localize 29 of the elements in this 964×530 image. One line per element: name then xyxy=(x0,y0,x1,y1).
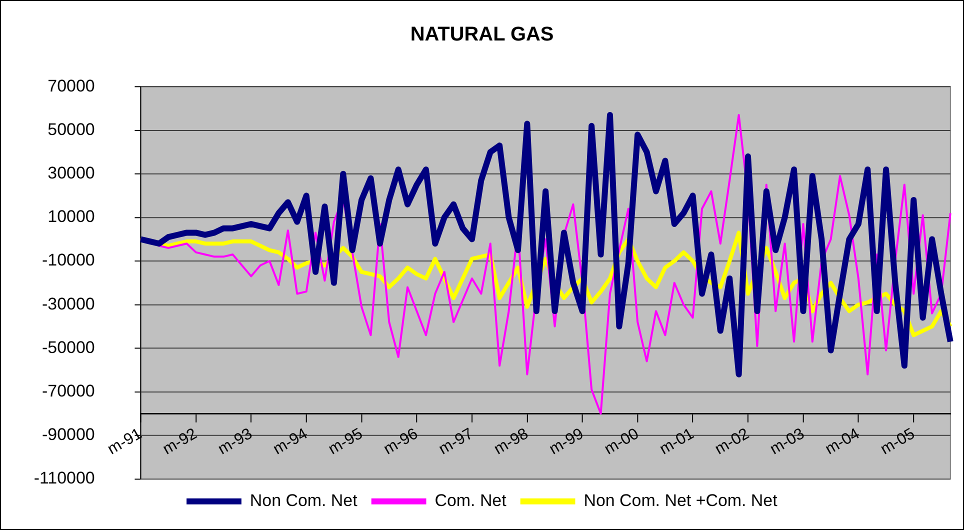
y-tick-label: -50000 xyxy=(42,338,95,357)
y-tick-label: 70000 xyxy=(48,76,95,96)
x-tick-label: m-96 xyxy=(380,425,422,458)
x-tick-label: m-04 xyxy=(822,425,863,458)
x-tick-label: m-05 xyxy=(878,425,918,458)
y-tick-label: 10000 xyxy=(48,207,95,226)
y-tick-label: -70000 xyxy=(42,381,95,400)
x-tick-label: m-95 xyxy=(326,425,366,458)
x-tick-label: m-93 xyxy=(215,425,256,458)
y-tick-label: -10000 xyxy=(42,250,95,270)
x-tick-label: m-98 xyxy=(491,425,532,458)
x-tick-label: m-00 xyxy=(602,425,642,458)
y-tick-label: 30000 xyxy=(48,164,95,183)
x-tick-label: m-94 xyxy=(270,425,311,458)
x-tick-label: m-92 xyxy=(160,425,200,458)
x-tick-label: m-99 xyxy=(546,425,587,458)
x-tick-label: m-91 xyxy=(104,425,146,458)
x-tick-label: m-01 xyxy=(657,425,698,458)
y-tick-label: -30000 xyxy=(42,294,95,314)
x-tick-label: m-03 xyxy=(767,425,808,458)
legend-label: Com. Net xyxy=(434,491,507,510)
chart-title: NATURAL GAS xyxy=(410,23,554,46)
y-tick-label: -90000 xyxy=(42,425,95,444)
legend-label: Non Com. Net xyxy=(250,491,358,510)
x-tick-label: m-02 xyxy=(712,425,752,458)
x-tick-label: m-97 xyxy=(436,425,476,458)
y-tick-label: -110000 xyxy=(34,468,95,488)
y-tick-label: 50000 xyxy=(48,120,95,139)
legend-label: Non Com. Net +Com. Net xyxy=(584,491,778,510)
